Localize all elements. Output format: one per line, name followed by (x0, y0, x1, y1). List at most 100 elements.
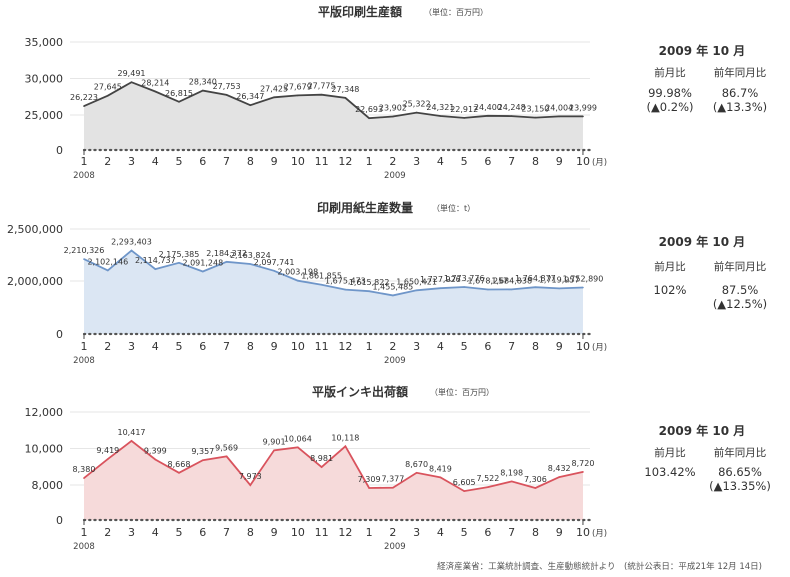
chart2-data-label: 2,175,385 (159, 250, 200, 259)
chart1-month-label: 7 (508, 155, 515, 168)
chart1-data-label: 27,679 (284, 82, 312, 91)
chart1-data-label: 24,400 (474, 103, 502, 112)
chart1-data-label: 27,348 (331, 85, 359, 94)
chart1-month-label: 10 (576, 155, 590, 168)
chart3-point (297, 446, 299, 449)
chart1-month-label: 2 (104, 155, 111, 168)
chart2-month-label: 9 (556, 340, 563, 353)
chart3-point (415, 472, 418, 474)
summary-panel-2: 2009 年 10 月 前月比 前年同月比 102% 87.5% (▲12.5%… (627, 233, 777, 323)
chart2-data-label: 1,678,257 (468, 277, 509, 286)
chart3-data-label: 10,118 (331, 433, 359, 442)
chart1-data-label: 24,321 (426, 103, 454, 112)
yoy-label: 前年同月比 (713, 261, 767, 273)
chart2-point (392, 294, 394, 297)
chart2-year-label: 2008 (73, 356, 95, 366)
chart2-data-label: 1,650,421 (396, 277, 437, 286)
chart2-month-suffix: (月) (592, 343, 607, 353)
chart3-month-label: 1 (366, 526, 373, 539)
chart3-month-label: 1 (81, 526, 88, 539)
chart3-point (582, 471, 584, 473)
chart1-ytick-label: 30,000 (25, 73, 64, 86)
chart3-point (202, 459, 204, 462)
yoy-change: (▲12.5%) (712, 297, 768, 311)
chart1-month-label: 9 (271, 155, 278, 168)
chart2-point (344, 288, 347, 291)
chart3-area (84, 440, 583, 520)
chart3-year-label: 2009 (384, 542, 406, 552)
chart3-unit: （単位：百万円） (430, 387, 494, 397)
mom-label: 前月比 (654, 261, 686, 273)
chart3-point (392, 486, 394, 489)
chart1-month-label: 6 (484, 155, 491, 168)
chart2-month-label: 7 (508, 340, 515, 353)
chart2-ytick-label: 2,000,000 (7, 275, 63, 288)
yoy-label: 前年同月比 (713, 447, 767, 459)
chart2-data-label: 2,102,146 (87, 257, 128, 266)
chart2-month-label: 7 (223, 340, 230, 353)
chart3-ytick-label: 0 (56, 514, 63, 527)
chart2-point (582, 286, 584, 289)
chart1-point (297, 94, 299, 97)
chart3-month-label: 7 (223, 526, 230, 539)
chart2-data-label: 2,293,403 (111, 238, 152, 247)
chart1-month-label: 6 (199, 155, 206, 168)
chart1-data-label: 22,693 (355, 105, 383, 114)
chart1-month-label: 7 (223, 155, 230, 168)
chart3-point (130, 440, 133, 442)
yoy-value: 87.5% (721, 283, 759, 297)
chart3-month-label: 9 (556, 526, 563, 539)
chart2-data-label: 2,163,824 (230, 251, 271, 260)
chart1-point (344, 97, 347, 99)
chart2-point (178, 262, 180, 264)
chart2-month-label: 1 (81, 340, 88, 353)
chart3-point (320, 466, 323, 468)
chart2-month-label: 6 (199, 340, 206, 353)
chart3-series-line (83, 439, 584, 493)
chart3-point (154, 458, 157, 461)
yoy-label: 前年同月比 (713, 67, 767, 79)
chart1-month-label: 1 (366, 155, 373, 168)
chart1-month-label: 10 (291, 155, 305, 168)
chart3-month-label: 3 (128, 526, 135, 539)
chart1-point (154, 90, 157, 93)
chart3-data-label: 8,198 (500, 468, 523, 477)
chart1-point (558, 115, 560, 118)
chart3-data-label: 8,720 (572, 459, 595, 468)
chart2-month-label: 4 (152, 340, 159, 353)
chart1-point (202, 89, 204, 92)
chart3-point (439, 476, 442, 479)
chart1-ytick-label: 35,000 (25, 36, 64, 49)
yoy-change: (▲13.35%) (709, 479, 771, 493)
chart1-data-label: 24,004 (545, 103, 573, 112)
chart1-month-label: 4 (152, 155, 159, 168)
chart1-month-suffix: (月) (592, 158, 607, 168)
chart3-point (178, 472, 180, 474)
summary-panel-1: 2009 年 10 月 前月比 前年同月比 99.98% (▲0.2%) 86.… (627, 42, 777, 132)
chart1-data-label: 29,491 (118, 69, 146, 78)
chart1-month-label: 2 (389, 155, 396, 168)
chart1-data-label: 23,999 (569, 103, 597, 112)
chart2-month-label: 3 (128, 340, 135, 353)
chart2-month-label: 8 (532, 340, 539, 353)
chart2-data-label: 2,184,372 (206, 249, 247, 258)
chart2-point (320, 283, 323, 286)
chart2-month-label: 10 (291, 340, 305, 353)
chart2-data-label: 1,861,855 (301, 272, 342, 281)
chart2-month-label: 2 (104, 340, 111, 353)
chart3-data-label: 8,419 (429, 464, 452, 473)
chart1-point (130, 81, 133, 83)
chart2-month-label: 5 (461, 340, 468, 353)
chart2-point (154, 268, 157, 270)
summary-panel-3: 2009 年 10 月 前月比 前年同月比 103.42% 86.65% (▲1… (627, 422, 777, 512)
chart2-data-label: 2,003,198 (277, 268, 318, 277)
chart2-month-label: 8 (247, 340, 254, 353)
chart2-point (487, 288, 489, 291)
chart3-data-label: 7,973 (239, 472, 262, 481)
chart3-point (368, 487, 370, 489)
chart1-month-label: 8 (532, 155, 539, 168)
chart3-point (463, 490, 466, 492)
chart2-year-label: 2009 (384, 356, 406, 366)
chart1-point (392, 115, 394, 118)
chart3-month-label: 3 (413, 526, 420, 539)
